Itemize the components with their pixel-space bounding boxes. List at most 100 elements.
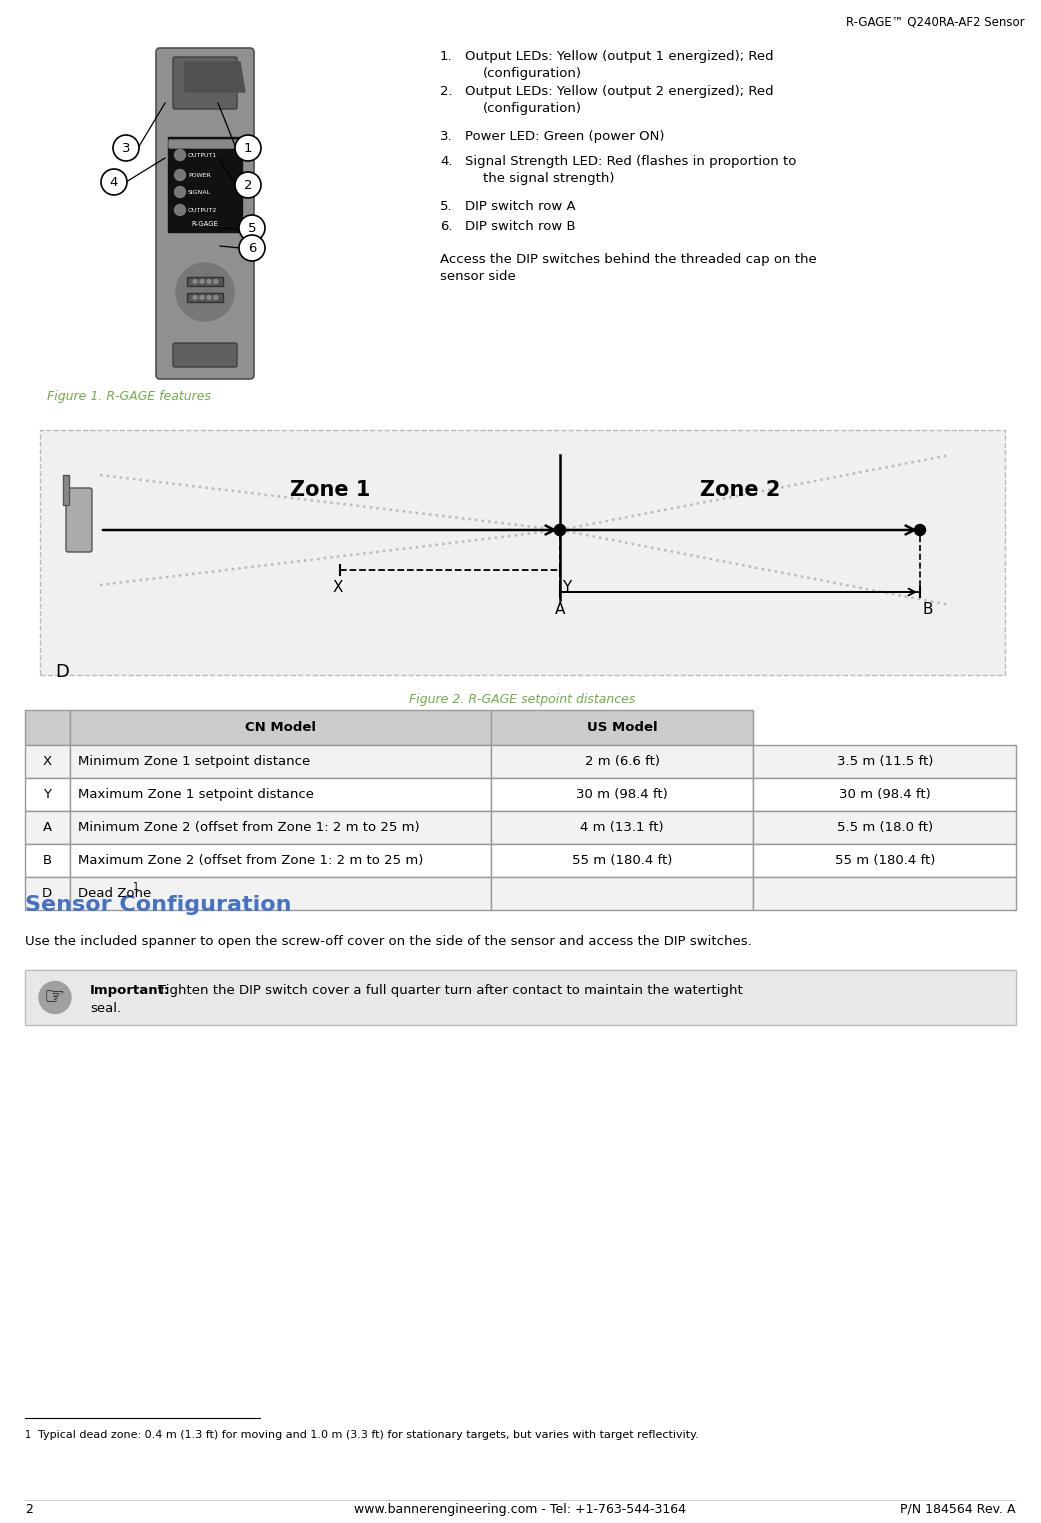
Circle shape	[101, 169, 127, 195]
Text: Figure 2. R-GAGE setpoint distances: Figure 2. R-GAGE setpoint distances	[409, 693, 635, 707]
Text: 1: 1	[25, 1430, 31, 1441]
Text: 1: 1	[132, 882, 138, 891]
Text: Sensor Configuration: Sensor Configuration	[25, 896, 291, 915]
Text: Minimum Zone 2 (offset from Zone 1: 2 m to 25 m): Minimum Zone 2 (offset from Zone 1: 2 m …	[78, 821, 420, 835]
Text: 2: 2	[244, 178, 252, 192]
Circle shape	[175, 169, 185, 181]
Text: Minimum Zone 1 setpoint distance: Minimum Zone 1 setpoint distance	[78, 755, 310, 768]
FancyBboxPatch shape	[25, 778, 70, 812]
Text: 30 m (98.4 ft): 30 m (98.4 ft)	[577, 787, 668, 801]
Circle shape	[239, 215, 265, 241]
Circle shape	[175, 186, 185, 198]
Text: Access the DIP switches behind the threaded cap on the: Access the DIP switches behind the threa…	[440, 253, 817, 267]
FancyBboxPatch shape	[66, 487, 92, 551]
Text: R-GAGE™ Q240RA-AF2 Sensor: R-GAGE™ Q240RA-AF2 Sensor	[846, 15, 1025, 27]
FancyBboxPatch shape	[70, 778, 490, 812]
Text: Use the included spanner to open the screw-off cover on the side of the sensor a: Use the included spanner to open the scr…	[25, 935, 752, 947]
Text: D: D	[55, 663, 69, 681]
Text: US Model: US Model	[587, 720, 657, 734]
Text: 1: 1	[244, 142, 252, 154]
Text: X: X	[333, 580, 344, 595]
Circle shape	[555, 524, 565, 536]
Text: R-GAGE: R-GAGE	[192, 221, 219, 227]
FancyBboxPatch shape	[490, 877, 754, 911]
Text: P/N 184564 Rev. A: P/N 184564 Rev. A	[900, 1503, 1016, 1515]
Circle shape	[555, 524, 565, 536]
Text: A: A	[555, 602, 565, 617]
Text: ☞: ☞	[45, 985, 66, 1010]
Text: 30 m (98.4 ft): 30 m (98.4 ft)	[839, 787, 931, 801]
Text: 2 m (6.6 ft): 2 m (6.6 ft)	[585, 755, 660, 768]
Text: A: A	[43, 821, 52, 835]
Text: B: B	[43, 854, 52, 867]
FancyBboxPatch shape	[490, 812, 754, 844]
Text: POWER: POWER	[188, 172, 211, 178]
FancyBboxPatch shape	[70, 877, 490, 911]
Text: 4 m (13.1 ft): 4 m (13.1 ft)	[580, 821, 664, 835]
FancyBboxPatch shape	[25, 877, 70, 911]
FancyBboxPatch shape	[25, 970, 1016, 1025]
Text: 3.5 m (11.5 ft): 3.5 m (11.5 ft)	[837, 755, 933, 768]
Circle shape	[214, 280, 218, 283]
FancyBboxPatch shape	[754, 745, 1016, 778]
Text: 5: 5	[248, 221, 256, 235]
FancyBboxPatch shape	[70, 844, 490, 877]
FancyBboxPatch shape	[70, 745, 490, 778]
Text: the signal strength): the signal strength)	[483, 172, 614, 184]
Text: Signal Strength LED: Red (flashes in proportion to: Signal Strength LED: Red (flashes in pro…	[465, 155, 796, 168]
Text: DIP switch row A: DIP switch row A	[465, 200, 576, 213]
Text: Dead Zone: Dead Zone	[78, 886, 151, 900]
Polygon shape	[185, 62, 245, 91]
Circle shape	[175, 149, 185, 160]
Text: Zone 1: Zone 1	[289, 480, 371, 500]
Circle shape	[235, 136, 261, 161]
FancyBboxPatch shape	[490, 745, 754, 778]
Text: www.bannerengineering.com - Tel: +1-763-544-3164: www.bannerengineering.com - Tel: +1-763-…	[354, 1503, 686, 1515]
Text: Figure 1. R-GAGE features: Figure 1. R-GAGE features	[47, 390, 211, 404]
Circle shape	[39, 981, 71, 1013]
Text: Maximum Zone 1 setpoint distance: Maximum Zone 1 setpoint distance	[78, 787, 313, 801]
FancyBboxPatch shape	[40, 429, 1005, 675]
Text: DIP switch row B: DIP switch row B	[465, 219, 576, 233]
Circle shape	[207, 280, 211, 283]
FancyBboxPatch shape	[187, 292, 223, 302]
Text: 6.: 6.	[440, 219, 453, 233]
Text: SIGNAL: SIGNAL	[188, 189, 211, 195]
Text: 5.5 m (18.0 ft): 5.5 m (18.0 ft)	[837, 821, 933, 835]
Text: 2.: 2.	[440, 85, 453, 97]
Circle shape	[207, 295, 211, 300]
Text: CN Model: CN Model	[245, 720, 315, 734]
Text: seal.: seal.	[90, 1002, 121, 1014]
Text: 55 m (180.4 ft): 55 m (180.4 ft)	[835, 854, 935, 867]
FancyBboxPatch shape	[754, 778, 1016, 812]
Circle shape	[239, 235, 265, 260]
FancyBboxPatch shape	[70, 812, 490, 844]
FancyBboxPatch shape	[173, 56, 237, 110]
Circle shape	[235, 172, 261, 198]
Text: B: B	[922, 602, 933, 617]
FancyBboxPatch shape	[25, 710, 70, 745]
Text: 4.: 4.	[440, 155, 453, 168]
Text: Y: Y	[562, 580, 572, 595]
Text: D: D	[43, 886, 52, 900]
Circle shape	[175, 204, 185, 215]
FancyBboxPatch shape	[187, 277, 223, 286]
Text: Typical dead zone: 0.4 m (1.3 ft) for moving and 1.0 m (3.3 ft) for stationary t: Typical dead zone: 0.4 m (1.3 ft) for mo…	[39, 1430, 699, 1441]
FancyBboxPatch shape	[169, 140, 242, 148]
Circle shape	[193, 295, 197, 300]
Text: Output LEDs: Yellow (output 2 energized); Red: Output LEDs: Yellow (output 2 energized)…	[465, 85, 773, 97]
FancyBboxPatch shape	[490, 710, 754, 745]
FancyBboxPatch shape	[754, 877, 1016, 911]
FancyBboxPatch shape	[25, 812, 70, 844]
Circle shape	[914, 524, 925, 536]
Circle shape	[176, 263, 234, 321]
Text: 6: 6	[248, 242, 256, 254]
FancyBboxPatch shape	[64, 475, 69, 506]
Text: Important:: Important:	[90, 984, 171, 998]
FancyBboxPatch shape	[25, 844, 70, 877]
Text: sensor side: sensor side	[440, 270, 515, 283]
Text: Y: Y	[44, 787, 51, 801]
Text: X: X	[43, 755, 52, 768]
Text: Tighten the DIP switch cover a full quarter turn after contact to maintain the w: Tighten the DIP switch cover a full quar…	[158, 984, 742, 998]
Text: 1.: 1.	[440, 50, 453, 62]
